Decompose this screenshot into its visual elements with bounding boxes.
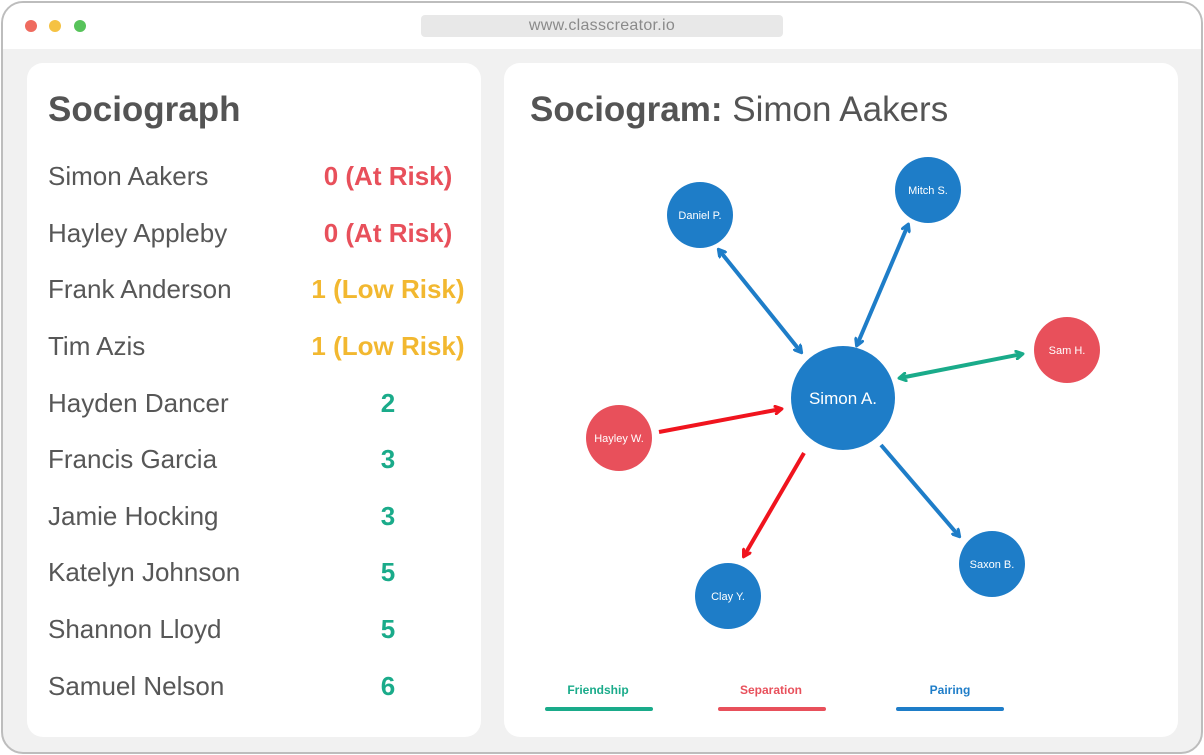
student-name: Samuel Nelson: [48, 671, 225, 701]
student-name: Hayley Appleby: [48, 218, 228, 248]
browser-titlebar: www.classcreator.io: [3, 3, 1201, 49]
student-row[interactable]: Hayden Dancer 2: [48, 383, 468, 423]
student-score: 3: [380, 501, 396, 531]
edge-saxon: [879, 443, 959, 536]
student-row[interactable]: Shannon Lloyd 5: [48, 609, 468, 649]
student-score: 5: [380, 614, 396, 644]
close-window-icon[interactable]: [25, 20, 37, 32]
student-row[interactable]: Samuel Nelson 6: [48, 666, 468, 706]
student-name: Frank Anderson: [48, 274, 232, 304]
node-label: Daniel P.: [678, 210, 721, 222]
node-clay[interactable]: Clay Y.: [695, 563, 761, 629]
legend-label: Friendship: [567, 683, 628, 697]
node-hayley[interactable]: Hayley W.: [586, 405, 652, 471]
legend: Friendship Separation Pairing: [545, 683, 1004, 711]
student-name: Hayden Dancer: [48, 388, 229, 418]
student-row[interactable]: Hayley Appleby 0 (At Risk): [48, 213, 468, 253]
legend-label: Separation: [740, 683, 802, 697]
node-label: Clay Y.: [711, 591, 745, 603]
center-node[interactable]: Simon A.: [791, 346, 895, 450]
student-row[interactable]: Frank Anderson 1 (Low Risk): [48, 269, 468, 309]
student-name: Francis Garcia: [48, 444, 218, 474]
student-name: Simon Aakers: [48, 161, 209, 191]
edge-daniel: [719, 250, 801, 352]
student-name: Katelyn Johnson: [48, 557, 241, 587]
edge-mitch: [857, 225, 908, 345]
node-label: Saxon B.: [970, 559, 1015, 571]
student-score: 5: [380, 557, 396, 587]
node-label: Sam H.: [1049, 345, 1086, 357]
student-row[interactable]: Francis Garcia 3: [48, 439, 468, 479]
sociograph-panel: Sociograph Simon Aakers 0 (At Risk) Hayle…: [27, 63, 481, 737]
sociogram-graph: Simon A. Daniel P. Mitch S. Sam H. Hayle…: [545, 157, 1100, 711]
legend-separation: Separation: [718, 683, 826, 711]
sociograph-title: Sociograph: [48, 90, 241, 129]
sociogram-title: Sociogram: Simon Aakers: [530, 90, 948, 130]
node-sam[interactable]: Sam H.: [1034, 317, 1100, 383]
center-node-label: Simon A.: [809, 389, 877, 408]
student-name: Shannon Lloyd: [48, 614, 222, 644]
student-name: Tim Azis: [48, 331, 146, 361]
student-name: Jamie Hocking: [48, 501, 219, 531]
sociogram-title-prefix: Sociogram:: [530, 90, 723, 129]
student-score: 1 (Low Risk): [311, 331, 465, 361]
student-row[interactable]: Tim Azis 1 (Low Risk): [48, 326, 468, 366]
node-mitch[interactable]: Mitch S.: [895, 157, 961, 223]
student-score: 3: [380, 444, 396, 474]
edge-clay: [744, 451, 806, 556]
address-bar[interactable]: www.classcreator.io: [421, 15, 783, 37]
node-label: Hayley W.: [594, 433, 644, 445]
minimize-window-icon[interactable]: [49, 20, 61, 32]
sociogram-panel: Sociogram: Simon Aakers Simon A.: [504, 63, 1178, 737]
student-score: 1 (Low Risk): [311, 274, 465, 304]
student-row[interactable]: Simon Aakers 0 (At Risk): [48, 156, 468, 196]
node-label: Mitch S.: [908, 185, 948, 197]
edge-sam: [900, 354, 1022, 378]
maximize-window-icon[interactable]: [74, 20, 86, 32]
legend-friendship: Friendship: [545, 683, 653, 711]
student-score: 0 (At Risk): [323, 161, 453, 191]
node-saxon[interactable]: Saxon B.: [959, 531, 1025, 597]
student-score: 6: [380, 671, 396, 701]
student-row[interactable]: Katelyn Johnson 5: [48, 552, 468, 592]
node-daniel[interactable]: Daniel P.: [667, 182, 733, 248]
legend-pairing: Pairing: [896, 683, 1004, 711]
student-row[interactable]: Jamie Hocking 3: [48, 496, 468, 536]
edge-hayley: [658, 409, 781, 434]
legend-label: Pairing: [930, 683, 971, 697]
student-score: 2: [380, 388, 396, 418]
student-score: 0 (At Risk): [323, 218, 453, 248]
sociogram-title-name: Simon Aakers: [732, 90, 949, 129]
